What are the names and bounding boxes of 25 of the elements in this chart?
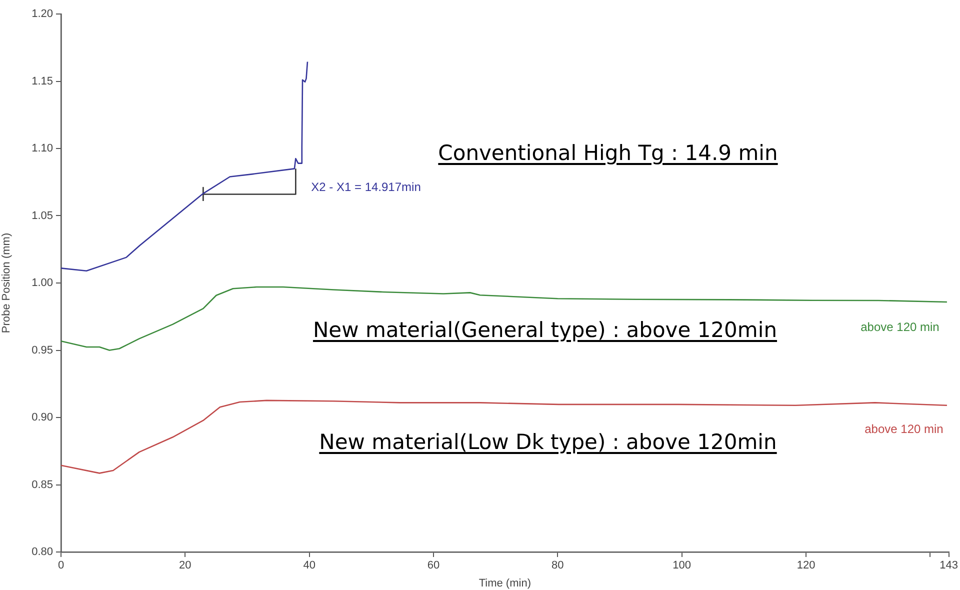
y-axis-title: Probe Position (mm): [0, 232, 13, 334]
x-tick-label: 40: [303, 560, 316, 572]
annotation: above 120 min: [860, 320, 940, 334]
x-tick-label: 0: [58, 560, 64, 572]
x-tick-label: 60: [427, 560, 440, 572]
x-tick-label: 20: [179, 560, 192, 572]
annotation: Conventional High Tg : 14.9 min: [438, 141, 778, 165]
x-axis-title: Time (min): [478, 577, 531, 590]
x-tick-label: 120: [796, 560, 816, 572]
annotation: above 120 min: [864, 422, 944, 436]
x-tick-label: 143: [940, 560, 958, 572]
annotation: X2 - X1 = 14.917min: [311, 180, 421, 194]
annotation: New material(General type) : above 120min: [312, 318, 778, 342]
y-tick-label: 1.15: [32, 75, 53, 88]
x-tick-label: 100: [672, 560, 692, 572]
y-tick-label: 1.20: [32, 8, 53, 20]
annotation: New material(Low Dk type) : above 120min: [319, 430, 777, 454]
y-tick-label: 0.85: [32, 478, 53, 491]
y-tick-label: 1.10: [32, 142, 53, 155]
y-tick-label: 0.90: [32, 412, 53, 424]
y-tick-label: 0.95: [32, 344, 53, 356]
x-tick-label: 80: [552, 560, 564, 572]
y-tick-label: 1.00: [32, 277, 53, 290]
y-tick-label: 1.05: [32, 210, 53, 222]
y-tick-label: 0.80: [32, 546, 53, 558]
